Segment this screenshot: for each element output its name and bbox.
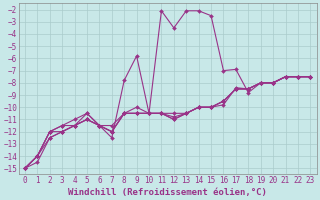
X-axis label: Windchill (Refroidissement éolien,°C): Windchill (Refroidissement éolien,°C) — [68, 188, 267, 197]
